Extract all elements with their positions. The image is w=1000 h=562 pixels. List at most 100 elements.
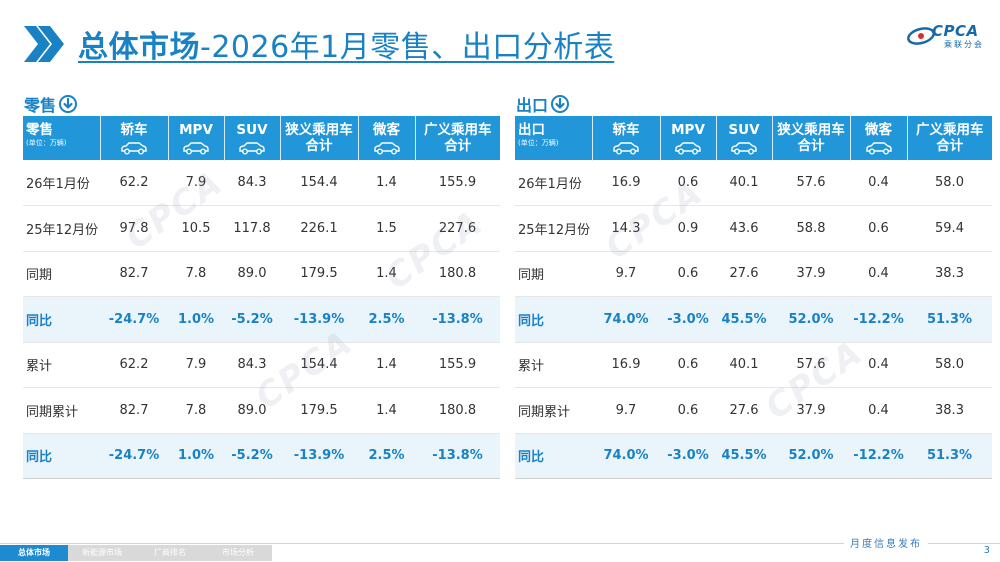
table-cell: 0.6 xyxy=(660,250,716,297)
table-row: 累计 62.2 7.9 84.3 154.4 1.4 155.9 xyxy=(23,341,500,388)
table-cell: 9.7 xyxy=(592,250,660,297)
table-cell: -5.2% xyxy=(224,296,280,343)
export-heading-label: 出口 xyxy=(516,96,549,115)
table-cell: 37.9 xyxy=(772,250,850,297)
table-cell: 62.2 xyxy=(100,341,168,388)
table-cell: 179.5 xyxy=(280,387,358,434)
row-label: 同比 xyxy=(23,296,100,343)
table-cell: 40.1 xyxy=(716,341,772,388)
table-cell: 40.1 xyxy=(716,159,772,206)
table-cell: 7.8 xyxy=(168,387,224,434)
footer-tab[interactable]: 总体市场 xyxy=(0,545,68,561)
car-icon xyxy=(183,142,209,155)
table-cell: 2.5% xyxy=(358,432,415,479)
column-header-label: 轿车 xyxy=(120,122,148,138)
table-cell: 7.9 xyxy=(168,341,224,388)
footer-tab[interactable]: 厂商排名 xyxy=(136,545,204,561)
table-row: 同比 -24.7% 1.0% -5.2% -13.9% 2.5% -13.8% xyxy=(23,296,500,343)
table-cell: 7.9 xyxy=(168,159,224,206)
table-row: 累计 16.9 0.6 40.1 57.6 0.4 58.0 xyxy=(515,341,992,388)
row-label: 26年1月份 xyxy=(23,159,100,206)
corner-header: 零售 (单位：万辆) xyxy=(23,116,100,160)
double-chevron-icon xyxy=(24,26,64,62)
table-header-row: 出口 (单位：万辆) 轿车 MPV SUV 狭义乘用车 合计 微客 广义乘用车 合计 xyxy=(515,116,992,160)
retail-table: 零售 (单位：万辆) 轿车 MPV SUV 狭义乘用车 合计 微客 广义乘用车 合计 26年1月份 6… xyxy=(23,116,500,479)
table-cell: 154.4 xyxy=(280,341,358,388)
column-header: MPV xyxy=(167,116,224,160)
table-cell: -12.2% xyxy=(850,432,907,479)
table-cell: 45.5% xyxy=(716,432,772,479)
footer-divider xyxy=(0,543,1000,544)
table-row: 25年12月份 14.3 0.9 43.6 58.8 0.6 59.4 xyxy=(515,205,992,252)
row-label: 累计 xyxy=(515,341,592,388)
table-cell: 27.6 xyxy=(716,250,772,297)
column-header: 狭义乘用车 合计 xyxy=(771,116,850,160)
table-cell: 57.6 xyxy=(772,341,850,388)
column-header: 微客 xyxy=(357,116,415,160)
row-label: 25年12月份 xyxy=(515,205,592,252)
table-cell: 27.6 xyxy=(716,387,772,434)
column-header: 广义乘用车 合计 xyxy=(906,116,992,160)
car-icon xyxy=(373,142,400,155)
retail-heading: 零售 xyxy=(24,92,78,116)
row-label: 同比 xyxy=(515,296,592,343)
table-cell: 58.8 xyxy=(772,205,850,252)
table-cell: 38.3 xyxy=(907,250,992,297)
table-cell: 179.5 xyxy=(280,250,358,297)
unit-label: (单位：万辆) xyxy=(518,139,559,147)
logo-subtext: 乘联分会 xyxy=(944,40,984,49)
table-row: 同比 74.0% -3.0% 45.5% 52.0% -12.2% 51.3% xyxy=(515,296,992,343)
column-header-label: 微客 xyxy=(373,122,400,138)
table-cell: 0.4 xyxy=(850,250,907,297)
table-cell: 84.3 xyxy=(224,341,280,388)
logo-swoosh-icon xyxy=(907,27,935,45)
table-cell: 82.7 xyxy=(100,250,168,297)
footer-tab[interactable]: 新能源市场 xyxy=(68,545,136,561)
table-cell: 1.0% xyxy=(168,432,224,479)
table-row: 同期 9.7 0.6 27.6 37.9 0.4 38.3 xyxy=(515,250,992,297)
table-cell: -24.7% xyxy=(100,432,168,479)
table-cell: 1.4 xyxy=(358,387,415,434)
down-arrow-circle-icon xyxy=(59,95,78,113)
table-cell: 89.0 xyxy=(224,250,280,297)
row-label: 同期 xyxy=(23,250,100,297)
table-cell: 180.8 xyxy=(415,387,500,434)
table-cell: 1.4 xyxy=(358,341,415,388)
column-header-label: 微客 xyxy=(865,122,892,138)
table-cell: 97.8 xyxy=(100,205,168,252)
table-row: 26年1月份 16.9 0.6 40.1 57.6 0.4 58.0 xyxy=(515,159,992,206)
table-cell: 1.4 xyxy=(358,159,415,206)
table-cell: 10.5 xyxy=(168,205,224,252)
table-cell: 1.5 xyxy=(358,205,415,252)
table-cell: 155.9 xyxy=(415,341,500,388)
table-cell: -13.9% xyxy=(280,432,358,479)
table-cell: 38.3 xyxy=(907,387,992,434)
table-cell: 7.8 xyxy=(168,250,224,297)
title-bold: 总体市场 xyxy=(78,30,200,65)
column-header: SUV xyxy=(715,116,772,160)
title-rest: -2026年1月零售、出口分析表 xyxy=(200,30,615,65)
table-cell: 58.0 xyxy=(907,159,992,206)
table-cell: 89.0 xyxy=(224,387,280,434)
row-label: 同期 xyxy=(515,250,592,297)
table-cell: -13.9% xyxy=(280,296,358,343)
table-cell: 58.0 xyxy=(907,341,992,388)
column-header-label: SUV xyxy=(236,122,268,138)
table-cell: -13.8% xyxy=(415,432,500,479)
table-cell: 0.6 xyxy=(660,341,716,388)
table-cell: 43.6 xyxy=(716,205,772,252)
column-header-label: 狭义乘用车 合计 xyxy=(777,122,845,154)
title-bar: 总体市场-2026年1月零售、出口分析表 xyxy=(22,22,614,66)
table-cell: 9.7 xyxy=(592,387,660,434)
table-cell: 0.4 xyxy=(850,387,907,434)
table-row: 同比 74.0% -3.0% 45.5% 52.0% -12.2% 51.3% xyxy=(515,432,992,479)
table-cell: -5.2% xyxy=(224,432,280,479)
footer-tab[interactable]: 市场分析 xyxy=(204,545,272,561)
column-header-label: 广义乘用车 合计 xyxy=(424,122,492,154)
export-heading: 出口 xyxy=(516,92,570,116)
table-cell: 0.9 xyxy=(660,205,716,252)
table-cell: 0.6 xyxy=(850,205,907,252)
table-cell: 154.4 xyxy=(280,159,358,206)
retail-heading-label: 零售 xyxy=(24,96,57,115)
car-icon xyxy=(865,142,892,155)
